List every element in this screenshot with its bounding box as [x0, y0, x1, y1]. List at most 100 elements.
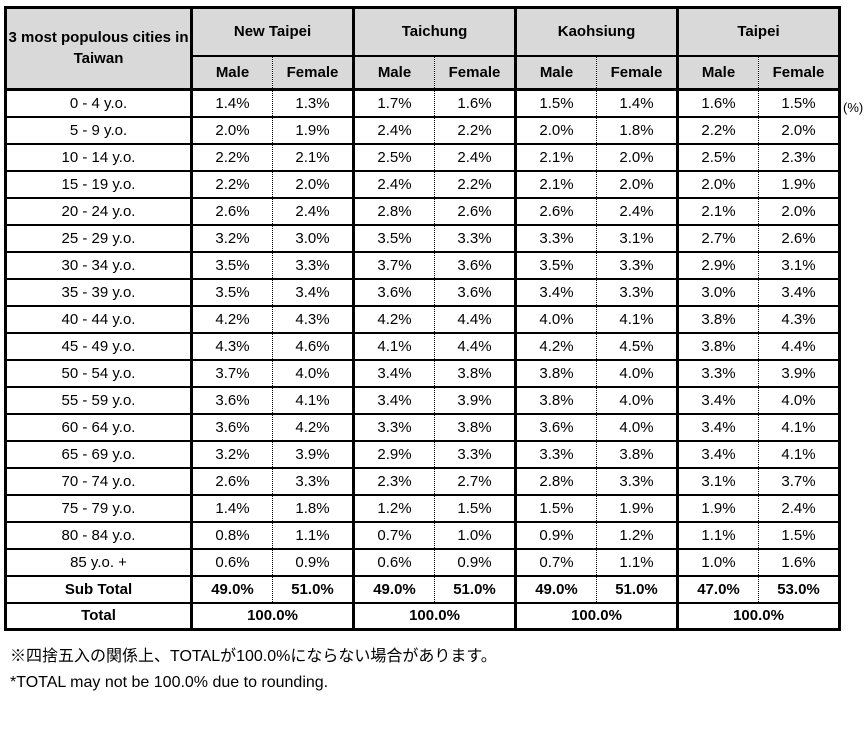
data-cell: 2.2% [676, 115, 759, 145]
data-cell: 1.8% [596, 115, 678, 145]
data-cell: 4.4% [434, 304, 516, 334]
data-cell: 1.1% [676, 520, 759, 550]
data-cell: 3.3% [676, 358, 759, 388]
city-header-row: 3 most populous cities in Taiwan New Tai… [5, 6, 840, 91]
data-cell: 2.3% [352, 466, 435, 496]
total-row: Total 100.0% 100.0% 100.0% 100.0% [5, 601, 840, 631]
data-cell: 4.1% [758, 439, 840, 469]
total-cell: 100.0% [190, 601, 354, 631]
total-cell: 100.0% [676, 601, 840, 631]
data-cell: 3.9% [272, 439, 354, 469]
data-cell: 2.4% [352, 115, 435, 145]
data-cell: 3.8% [596, 439, 678, 469]
footnote-en: *TOTAL may not be 100.0% due to rounding… [10, 673, 329, 691]
data-cell: 1.5% [434, 493, 516, 523]
data-cell: 4.4% [434, 331, 516, 361]
data-cell: 2.1% [514, 169, 597, 199]
data-cell: 3.4% [514, 277, 597, 307]
sex-header-row: Male Female Male Female Male Female Male… [6, 54, 840, 91]
age-row-label: 10 - 14 y.o. [5, 142, 192, 172]
age-row-label: 45 - 49 y.o. [5, 331, 192, 361]
data-cell: 1.4% [190, 88, 273, 118]
data-cell: 3.6% [190, 412, 273, 442]
age-row-label: 50 - 54 y.o. [5, 358, 192, 388]
data-cell: 1.6% [676, 88, 759, 118]
data-cell: 0.7% [352, 520, 435, 550]
table-row: 75 - 79 y.o. 1.4% 1.8% 1.2% 1.5% 1.5% 1.9% 1.9%… [5, 493, 840, 523]
age-row-label: 30 - 34 y.o. [5, 250, 192, 280]
data-cell: 3.5% [514, 250, 597, 280]
data-cell: 1.0% [676, 547, 759, 577]
data-cell: 4.1% [596, 304, 678, 334]
data-cell: 0.8% [190, 520, 273, 550]
data-cell: 2.4% [434, 142, 516, 172]
subtotal-cell: 49.0% [352, 574, 435, 604]
data-cell: 2.5% [676, 142, 759, 172]
data-cell: 2.2% [434, 115, 516, 145]
data-cell: 3.4% [272, 277, 354, 307]
data-cell: 2.2% [434, 169, 516, 199]
data-cell: 2.9% [352, 439, 435, 469]
age-row-label: 55 - 59 y.o. [5, 385, 192, 415]
data-cell: 3.9% [758, 358, 840, 388]
data-cell: 4.2% [190, 304, 273, 334]
data-cell: 2.4% [352, 169, 435, 199]
male-header: Male [514, 54, 597, 91]
table-row: 5 - 9 y.o. 2.0% 1.9% 2.4% 2.2% 2.0% 1.8% 2.2% 2.… [5, 115, 840, 145]
total-cell: 100.0% [352, 601, 516, 631]
age-row-label: 25 - 29 y.o. [5, 223, 192, 253]
data-cell: 3.3% [272, 250, 354, 280]
data-cell: 2.4% [596, 196, 678, 226]
female-header: Female [758, 54, 840, 91]
data-cell: 2.6% [758, 223, 840, 253]
subtotal-cell: 51.0% [434, 574, 516, 604]
table-row: 0 - 4 y.o. 1.4% 1.3% 1.7% 1.6% 1.5% 1.4% 1.6% 1.… [5, 88, 840, 118]
data-cell: 4.2% [514, 331, 597, 361]
table-row: 25 - 29 y.o. 3.2% 3.0% 3.5% 3.3% 3.3% 3.1% 2.7%… [5, 223, 840, 253]
age-row-label: 15 - 19 y.o. [5, 169, 192, 199]
table-row: 30 - 34 y.o. 3.5% 3.3% 3.7% 3.6% 3.5% 3.3% 2.9%… [5, 250, 840, 280]
data-cell: 3.5% [352, 223, 435, 253]
data-cell: 2.0% [596, 169, 678, 199]
data-cell: 4.0% [272, 358, 354, 388]
data-cell: 1.0% [434, 520, 516, 550]
data-cell: 3.6% [352, 277, 435, 307]
subtotal-cell: 51.0% [596, 574, 678, 604]
data-cell: 3.3% [596, 250, 678, 280]
data-cell: 3.8% [676, 304, 759, 334]
data-cell: 3.0% [676, 277, 759, 307]
city-header-kaohsiung: Kaohsiung [514, 6, 678, 57]
data-cell: 1.6% [758, 547, 840, 577]
city-header-new-taipei: New Taipei [190, 6, 354, 57]
footnote-ja: ※四捨五入の関係上、TOTALが100.0%にならない場合があります。 [10, 648, 497, 665]
data-cell: 3.5% [190, 250, 273, 280]
male-header: Male [676, 54, 759, 91]
table-header: 3 most populous cities in Taiwan New Tai… [5, 6, 840, 91]
data-cell: 2.3% [758, 142, 840, 172]
percent-unit-label: (%) [843, 100, 864, 115]
data-cell: 0.9% [514, 520, 597, 550]
data-cell: 3.6% [190, 385, 273, 415]
data-cell: 3.3% [434, 439, 516, 469]
data-cell: 3.1% [758, 250, 840, 280]
data-cell: 3.3% [434, 223, 516, 253]
data-cell: 3.3% [514, 223, 597, 253]
data-cell: 4.1% [272, 385, 354, 415]
totals-section: Sub Total 49.0% 51.0% 49.0% 51.0% 49.0% … [5, 574, 840, 631]
age-row-label: 80 - 84 y.o. [5, 520, 192, 550]
data-cell: 1.1% [596, 547, 678, 577]
female-header: Female [596, 54, 678, 91]
data-cell: 1.2% [596, 520, 678, 550]
data-cell: 1.4% [190, 493, 273, 523]
data-cell: 2.9% [676, 250, 759, 280]
subtotal-cell: 49.0% [514, 574, 597, 604]
age-row-label: 75 - 79 y.o. [5, 493, 192, 523]
data-cell: 2.4% [758, 493, 840, 523]
table-row: 60 - 64 y.o. 3.6% 4.2% 3.3% 3.8% 3.6% 4.0% 3.4%… [5, 412, 840, 442]
data-cell: 4.0% [596, 358, 678, 388]
subtotal-label: Sub Total [5, 574, 192, 604]
data-cell: 3.8% [514, 358, 597, 388]
data-cell: 2.0% [676, 169, 759, 199]
data-cell: 4.1% [352, 331, 435, 361]
data-cell: 3.9% [434, 385, 516, 415]
